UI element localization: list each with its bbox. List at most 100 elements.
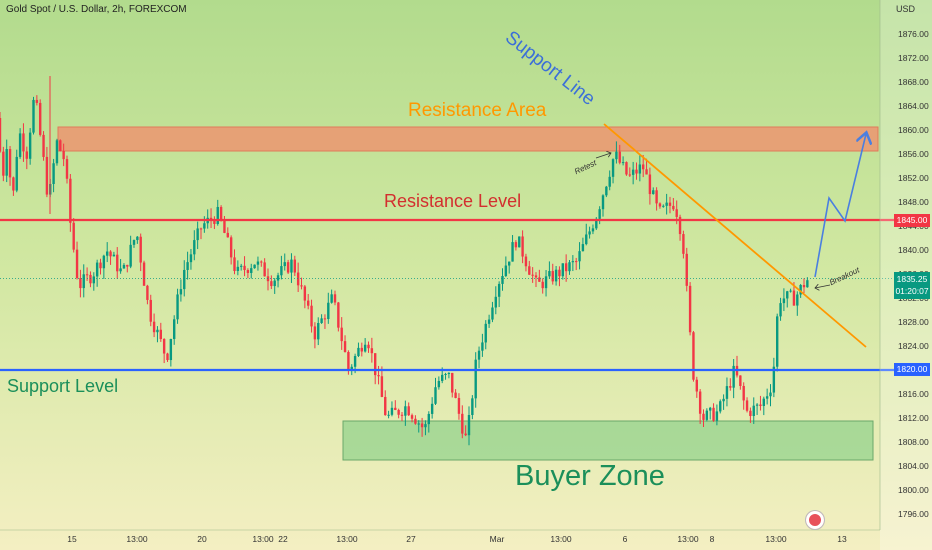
candle-body (487, 319, 491, 324)
candle-body (678, 216, 682, 235)
candle-body (307, 300, 310, 306)
candle-body (407, 406, 410, 416)
x-tick-label: 15 (67, 534, 77, 544)
candle-body (457, 397, 461, 414)
candle-body (343, 341, 347, 353)
candle-body (116, 254, 119, 272)
candle-body (427, 413, 430, 425)
breakout-arrow (815, 285, 831, 288)
candle-body (628, 174, 631, 176)
candle-body (166, 353, 169, 361)
candle-body (615, 151, 618, 160)
candle-body (702, 413, 705, 420)
candle-body (203, 223, 206, 229)
candle-body (173, 319, 176, 340)
x-tick-label: 20 (197, 534, 207, 544)
candle-body (367, 344, 370, 349)
candle-body (655, 190, 658, 204)
candle-body (296, 272, 300, 286)
candle-body (65, 159, 69, 179)
resistance-level-label: Resistance Level (384, 191, 522, 211)
candle-body (139, 236, 142, 263)
candle-body (642, 164, 645, 170)
candle-body (55, 140, 59, 164)
candle-body (256, 261, 260, 265)
candle-body (491, 307, 494, 320)
candle-body (95, 262, 99, 277)
x-tick-label: 13:00 (765, 534, 787, 544)
y-tick-label: 1796.00 (898, 509, 929, 519)
candle-body (79, 278, 82, 289)
x-tick-label: 27 (406, 534, 416, 544)
candle-body (451, 372, 454, 393)
candle-body (189, 254, 193, 263)
candle-body (25, 151, 28, 159)
x-tick-label: 13 (837, 534, 847, 544)
candle-body (618, 151, 621, 163)
candle-body (196, 228, 199, 241)
candle-body (260, 261, 263, 263)
candle-body (675, 209, 678, 217)
candle-body (400, 414, 404, 416)
candle-body (374, 353, 377, 376)
x-tick-label: 8 (710, 534, 715, 544)
candle-body (494, 296, 497, 308)
candle-body (705, 410, 709, 420)
candle-body (330, 294, 333, 303)
y-tick-label: 1872.00 (898, 53, 929, 63)
candle-body (186, 262, 189, 270)
candle-body (481, 342, 484, 351)
candle-body (561, 263, 564, 277)
candle-body (762, 398, 765, 407)
candle-body (414, 418, 417, 424)
candle-body (119, 268, 122, 272)
candle-body (5, 149, 8, 176)
candle-body (223, 219, 226, 233)
candle-body (417, 423, 420, 425)
candle-body (759, 404, 762, 407)
candle-body (363, 344, 367, 352)
candle-body (22, 133, 25, 152)
candle-body (608, 176, 611, 187)
candle-body (621, 162, 625, 164)
candle-body (45, 156, 49, 195)
candle-body (585, 234, 588, 245)
candle-body (410, 415, 414, 419)
candle-body (430, 403, 434, 414)
x-tick-label: 13:00 (336, 534, 358, 544)
x-tick-label: 6 (623, 534, 628, 544)
candle-body (802, 285, 806, 288)
candle-body (280, 266, 283, 276)
candle-body (132, 240, 136, 245)
candle-body (769, 392, 772, 397)
candle-body (273, 280, 276, 287)
candle-body (199, 228, 203, 230)
retest-arrow (595, 153, 611, 159)
candle-body (437, 380, 441, 388)
candle-body (233, 257, 236, 272)
candle-body (779, 303, 782, 317)
candle-body (518, 236, 521, 248)
candle-body (337, 302, 340, 328)
candle-body (541, 281, 544, 289)
candle-body (461, 413, 464, 434)
x-tick-label: 22 (278, 534, 288, 544)
candle-body (447, 372, 451, 374)
candle-body (501, 276, 504, 284)
candle-body (454, 392, 457, 398)
candle-body (568, 262, 571, 272)
candle-body (404, 406, 407, 416)
y-tick-label: 1824.00 (898, 341, 929, 351)
y-tick-label: 1868.00 (898, 77, 929, 87)
y-tick-label: 1856.00 (898, 149, 929, 159)
candle-body (662, 205, 665, 207)
candle-body (112, 254, 116, 257)
candle-body (310, 305, 313, 327)
projection-arrow (814, 134, 866, 278)
candle-body (243, 265, 246, 271)
candle-body (213, 220, 216, 224)
candle-body (782, 298, 786, 304)
candle-body (39, 102, 42, 135)
candle-body (370, 348, 374, 354)
